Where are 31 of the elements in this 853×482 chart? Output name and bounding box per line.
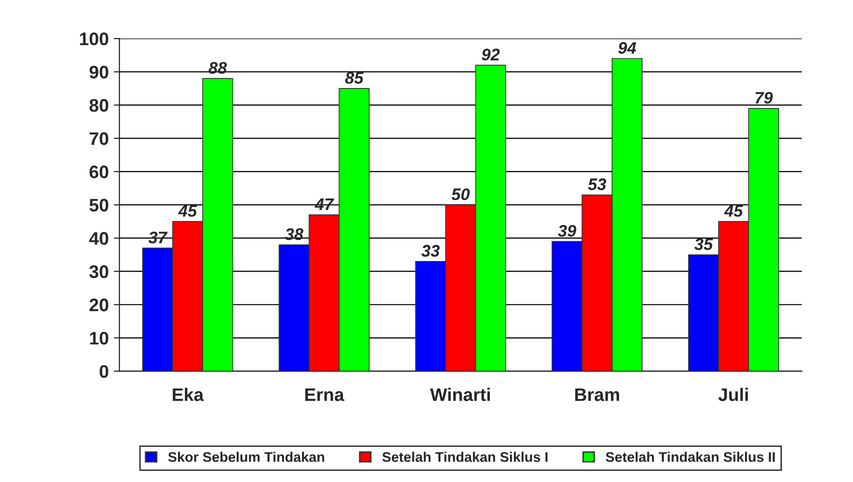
x-tick-label: Bram — [575, 388, 620, 402]
legend-label: Skor Sebelum Tindakan — [168, 452, 324, 462]
y-tick-label: 20 — [90, 298, 108, 312]
data-label: 53 — [588, 178, 606, 190]
data-label: 38 — [284, 228, 304, 240]
data-label: 33 — [421, 244, 440, 257]
legend-label: Setelah Tindakan Siklus I — [382, 452, 548, 462]
data-label: 45 — [178, 205, 198, 217]
x-tick-label: Eka — [172, 388, 204, 402]
legend-label: Setelah Tindakan Siklus II — [606, 452, 775, 462]
y-tick-label: 60 — [90, 166, 108, 178]
y-tick-label: 100 — [80, 32, 108, 46]
data-label: 39 — [558, 224, 576, 237]
y-tick-label: 50 — [89, 198, 108, 212]
y-tick-label: 70 — [90, 132, 108, 146]
y-tick-label: 30 — [89, 265, 108, 278]
data-label: 35 — [694, 238, 714, 250]
data-label: 85 — [345, 72, 364, 84]
x-tick-label: Winarti — [430, 388, 490, 402]
data-label: 94 — [618, 42, 636, 54]
data-label: 92 — [482, 48, 500, 60]
x-tick-label: Erna — [305, 388, 344, 402]
y-tick-label: 10 — [90, 332, 108, 345]
data-label: 45 — [724, 205, 744, 217]
y-tick-label: 0 — [100, 365, 108, 378]
data-label: 50 — [452, 188, 470, 200]
y-tick-label: 90 — [90, 66, 108, 79]
x-tick-label: Juli — [718, 388, 748, 402]
y-tick-label: 80 — [89, 99, 108, 112]
y-tick-label: 40 — [89, 232, 108, 245]
data-label: 79 — [756, 92, 773, 104]
